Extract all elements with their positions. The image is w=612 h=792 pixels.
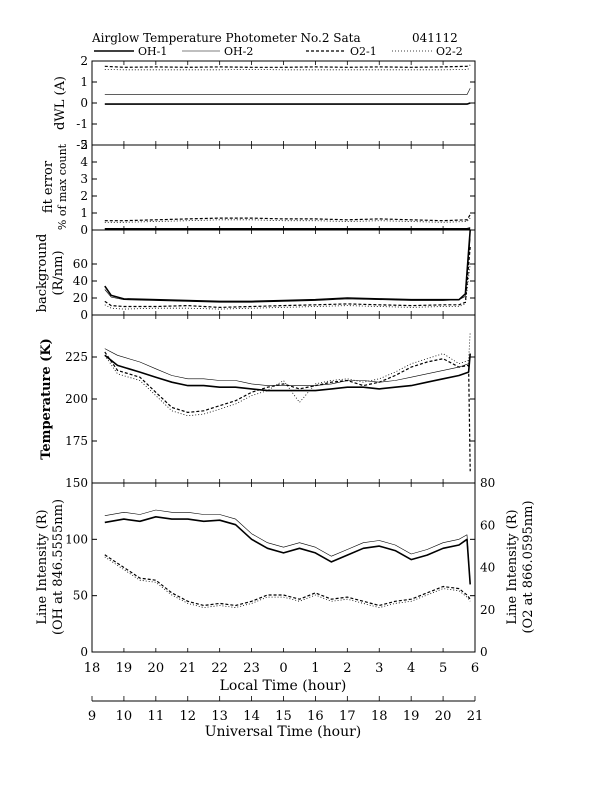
xtick-label-local: 20 [148,661,165,676]
ytick-label-fit-error: 2 [80,189,88,203]
panel-dwl-frame [91,60,476,146]
ytick-label-background: 20 [73,291,88,305]
xtick-label-ut: 19 [403,709,420,724]
ytick-label-dwl: -2 [76,138,88,152]
series-oh-1-fit-error [104,227,471,230]
series-oh-1-intensity [104,515,471,585]
ytick-label-dwl: 0 [80,96,88,110]
legend-label-o21: O2-1 [350,45,377,58]
xtick-label-ut: 10 [116,709,133,724]
xtick-label-ut: 21 [467,709,484,724]
xlabel-ut: Universal Time (hour) [205,724,362,740]
xtick-label-local: 21 [179,661,196,676]
xtick-label-local: 19 [116,661,133,676]
series-oh-2-intensity [104,509,471,583]
ytick-label-background: 40 [73,274,88,288]
ylabel-fit-error: fit error [41,160,56,213]
series-o2-2-temperature [104,331,471,417]
panel-background-frame [91,229,476,316]
ytick-label-dwl: 1 [80,75,88,89]
ytick-label-right-intensity: 60 [480,518,495,532]
ylabel-fit-error-unit: % of max count [56,143,69,230]
ylabel-dwl: dWL (A) [53,76,68,130]
xtick-label-local: 6 [471,661,479,676]
legend-label-oh1: OH-1 [138,45,167,58]
xtick-label-ut: 20 [435,709,452,724]
series-o2-2-background [104,263,471,310]
ytick-label-dwl: -1 [76,117,88,131]
series-oh-2-fit-error [104,227,471,229]
series-oh-2-dwl [104,88,471,95]
series-o2-1-dwl [104,64,471,68]
series-o2-2-dwl [104,68,471,71]
xtick-label-ut: 12 [179,709,196,724]
ytick-label-background: 0 [80,308,88,322]
panel-temperature-frame [91,314,476,484]
xtick-label-local: 2 [343,661,351,676]
xtick-label-ut: 14 [243,709,260,724]
series-o2-2-intensity [104,556,471,608]
ylabel-intensity-right: Line Intensity (R) [505,509,520,624]
xtick-label-local: 4 [407,661,415,676]
legend-label-oh2: OH-2 [224,45,253,58]
ytick-label-right-intensity: 0 [480,645,488,659]
series-o2-1-background [104,246,471,308]
ytick-label-fit-error: 0 [80,223,88,237]
xtick-label-local: 3 [375,661,383,676]
ytick-label-dwl: 2 [80,54,88,68]
xtick-label-ut: 17 [339,709,356,724]
series-oh-1-dwl [104,102,471,105]
legend-label-o22: O2-2 [436,45,463,58]
ytick-label-intensity: 0 [80,645,88,659]
panel-fit-error-frame [91,144,476,231]
xtick-label-local: 18 [84,661,101,676]
series-oh-1-background [104,229,471,303]
xtick-label-local: 0 [279,661,287,676]
series-o2-1-fit-error [104,214,471,222]
series-o2-2-fit-error [104,217,471,223]
ytick-label-fit-error: 3 [80,172,88,186]
ytick-label-right-intensity: 20 [480,603,495,617]
series-oh-2-background [104,238,471,303]
ytick-label-intensity: 150 [65,476,88,490]
xtick-label-ut: 9 [88,709,96,724]
xtick-label-ut: 16 [307,709,324,724]
xtick-label-local: 1 [311,661,319,676]
ytick-label-fit-error: 4 [80,155,88,169]
ytick-label-temperature: 175 [65,434,88,448]
xtick-label-ut: 18 [371,709,388,724]
series-oh-1-temperature [104,353,471,392]
ytick-label-temperature: 200 [65,392,88,406]
ylabel-temperature: Temperature (K) [39,338,54,460]
panel-intensity-frame [91,482,476,653]
chart-date: 041112 [412,31,458,45]
xtick-label-local: 5 [439,661,447,676]
xtick-label-local: 22 [211,661,228,676]
ytick-label-fit-error: 5 [80,138,88,152]
xtick-label-local: 23 [243,661,260,676]
ytick-label-right-intensity: 40 [480,561,495,575]
xlabel-local: Local Time (hour) [220,678,347,694]
series-oh-2-temperature [104,348,471,386]
ytick-label-background: 60 [73,257,88,271]
ylabel-intensity-o2: (O2 at 866.0595nm) [521,500,536,633]
ytick-label-intensity: 100 [65,532,88,546]
xtick-label-ut: 13 [211,709,228,724]
legend: OH-1 OH-2 O2-1 O2-2 [94,45,463,58]
ytick-label-fit-error: 1 [80,206,88,220]
ytick-label-intensity: 50 [73,589,88,603]
chart-title: Airglow Temperature Photometer No.2 Sata [91,31,361,45]
series-o2-1-temperature [104,351,471,472]
ytick-label-temperature: 225 [65,350,88,364]
xtick-label-ut: 15 [275,709,292,724]
ylabel-background-unit: (R/nm) [51,250,66,295]
ylabel-background: background [35,234,50,313]
ylabel-intensity-oh: (OH at 846.5555nm) [51,499,66,635]
xtick-label-ut: 11 [148,709,165,724]
ytick-label-right-intensity: 80 [480,476,495,490]
chart-marks: 210-1-2543210604020022520017515010050080… [65,54,495,724]
ylabel-intensity: Line Intensity (R) [35,509,50,624]
series-o2-1-intensity [104,554,471,607]
